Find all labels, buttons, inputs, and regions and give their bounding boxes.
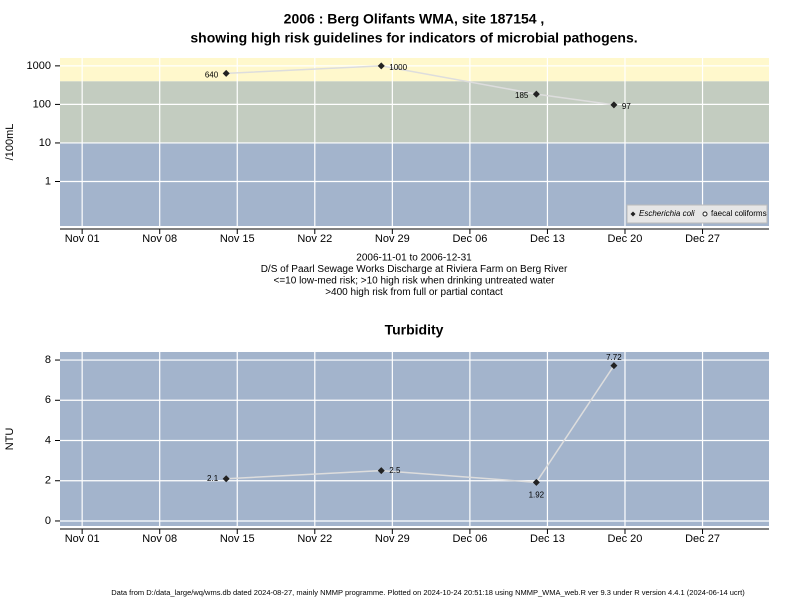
x-tick-label: Dec 13: [530, 233, 565, 245]
y-tick-label: 4: [45, 434, 51, 446]
y-axis-label: /100mL: [4, 124, 16, 161]
data-label: 1000: [389, 63, 407, 72]
x-tick-label: Nov 15: [220, 533, 255, 545]
data-label: 2.1: [207, 474, 219, 483]
x-tick-label: Nov 01: [65, 233, 100, 245]
y-tick-label: 1000: [27, 60, 51, 72]
legend-label: Escherichia coli: [639, 209, 695, 218]
data-point: [610, 362, 618, 370]
chart-title: Turbidity: [385, 322, 444, 338]
y-tick-label: 10: [39, 137, 51, 149]
data-label: 1.92: [529, 490, 545, 499]
x-tick-label: Dec 27: [685, 233, 720, 245]
legend-marker: [630, 211, 636, 217]
x-tick-label: Nov 29: [375, 533, 410, 545]
y-tick-label: 100: [33, 98, 51, 110]
annotation: <=10 low-med risk; >10 high risk when dr…: [274, 276, 556, 287]
data-point: [377, 62, 385, 70]
y-tick-label: 8: [45, 354, 51, 366]
x-tick-label: Nov 29: [375, 233, 410, 245]
x-tick-label: Nov 22: [297, 533, 332, 545]
x-tick-label: Dec 06: [452, 533, 487, 545]
x-tick-label: Dec 06: [452, 233, 487, 245]
data-point: [377, 467, 385, 475]
y-axis-label: NTU: [4, 428, 16, 451]
x-tick-label: Dec 27: [685, 533, 720, 545]
data-label: 640: [205, 70, 219, 79]
data-label: 7.72: [606, 353, 622, 362]
legend-box: [626, 204, 768, 224]
annotation: 2006-11-01 to 2006-12-31: [356, 253, 472, 264]
legend-marker: [702, 211, 708, 217]
data-point: [222, 69, 230, 77]
y-tick-label: 0: [45, 515, 51, 527]
x-tick-label: Nov 15: [220, 233, 255, 245]
footer: Data from D:/data_large/wq/wms.db dated …: [111, 588, 745, 597]
data-label: 2.5: [389, 466, 401, 475]
x-tick-label: Dec 13: [530, 533, 565, 545]
data-line: [226, 65, 615, 106]
plot-background: [60, 352, 769, 526]
data-label: 97: [622, 102, 631, 111]
x-tick-label: Nov 08: [142, 233, 177, 245]
x-tick-label: Nov 22: [297, 233, 332, 245]
legend-label: faecal coliforms: [711, 209, 767, 218]
annotation: D/S of Paarl Sewage Works Discharge at R…: [261, 264, 568, 275]
data-point: [610, 101, 618, 109]
y-tick-label: 2: [45, 475, 51, 487]
data-label: 185: [515, 91, 529, 100]
y-tick-label: 1: [45, 175, 51, 187]
x-tick-label: Nov 08: [142, 533, 177, 545]
data-point: [222, 475, 230, 483]
y-tick-label: 6: [45, 394, 51, 406]
chart-title: 2006 : Berg Olifants WMA, site 187154 ,: [284, 11, 545, 27]
annotation: >400 high risk from full or partial cont…: [325, 287, 503, 298]
x-tick-label: Dec 20: [608, 233, 643, 245]
x-tick-label: Dec 20: [608, 533, 643, 545]
data-point: [532, 90, 540, 98]
risk-band: [60, 81, 769, 143]
chart-subtitle: showing high risk guidelines for indicat…: [190, 30, 637, 46]
data-line: [226, 365, 615, 484]
x-tick-label: Nov 01: [65, 533, 100, 545]
data-point: [532, 478, 540, 486]
risk-band: [60, 58, 769, 82]
